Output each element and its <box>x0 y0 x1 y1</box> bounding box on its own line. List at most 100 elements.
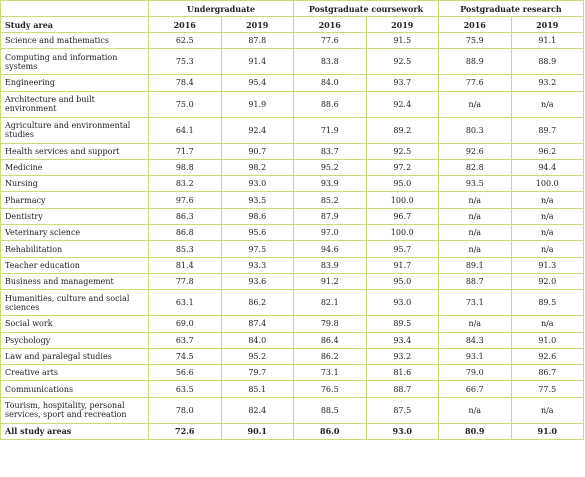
cell-value: 79.0 <box>438 364 512 382</box>
cell-value: 84.0 <box>220 331 294 349</box>
cell-value: n/a <box>510 224 584 242</box>
cell-value: n/a <box>438 224 512 242</box>
cell-value: 93.2 <box>365 347 439 366</box>
cell-value: 86.7 <box>510 364 584 382</box>
cell-value: 100.0 <box>365 224 439 242</box>
row-label: Architecture and built environment <box>0 90 149 118</box>
cell-value: 86.4 <box>293 331 367 349</box>
cell-value: 87.4 <box>220 315 294 333</box>
cell-value: 83.2 <box>148 175 222 193</box>
cell-value: 82.4 <box>220 396 294 424</box>
cell-value: 85.2 <box>293 191 367 209</box>
row-label: Rehabilitation <box>0 240 149 258</box>
table-row: Health services and support 71.7 90.7 83.7 9… <box>0 142 584 160</box>
cell-value: 76.5 <box>293 380 367 398</box>
cell-value: 72.6 <box>148 422 222 441</box>
cell-value: 94.4 <box>510 158 584 177</box>
cell-value: 95.6 <box>220 224 294 242</box>
column-header: 2019 <box>365 16 439 33</box>
table-row: Architecture and built environment 75.0 91… <box>0 90 584 118</box>
cell-value: 93.5 <box>438 175 512 193</box>
table-row: Communications 63.5 85.1 76.5 88.7 66.7 77.5 <box>0 380 584 398</box>
column-header: 2019 <box>220 16 294 33</box>
cell-value: 91.7 <box>365 256 439 274</box>
cell-value: n/a <box>510 396 584 424</box>
row-label: All study areas <box>0 422 149 441</box>
cell-value: 91.4 <box>220 48 294 76</box>
cell-value: 75.9 <box>438 31 512 50</box>
cell-value: 90.7 <box>220 142 294 160</box>
table-row: Rehabilitation 85.3 97.5 94.6 95.7 n/a n/a <box>0 240 584 258</box>
cell-value: 84.0 <box>293 74 367 92</box>
cell-value: n/a <box>510 315 584 333</box>
cell-value: 89.2 <box>365 116 439 144</box>
cell-value: 95.7 <box>365 240 439 258</box>
cell-value: 85.3 <box>148 240 222 258</box>
table-row: Social work 69.0 87.4 79.8 89.5 n/a n/a <box>0 315 584 333</box>
cell-value: 94.6 <box>293 240 367 258</box>
group-header: Postgraduate coursework <box>293 0 439 17</box>
cell-value: 98.8 <box>148 158 222 177</box>
table-row: Pharmacy 97.6 93.5 85.2 100.0 n/a n/a <box>0 191 584 209</box>
cell-value: n/a <box>438 240 512 258</box>
cell-value: 88.7 <box>438 272 512 291</box>
cell-value: 73.1 <box>293 364 367 382</box>
table-row: Science and mathematics 62.5 87.8 77.6 91.5 7… <box>0 31 584 50</box>
row-label: Health services and support <box>0 142 149 160</box>
cell-value: 88.6 <box>293 90 367 118</box>
column-header: Study area <box>0 16 149 33</box>
column-header-row: Study area 2016 2019 2016 2019 2016 2019 <box>0 16 584 33</box>
cell-value: 92.5 <box>365 142 439 160</box>
row-label: Veterinary science <box>0 224 149 242</box>
cell-value: 97.2 <box>365 158 439 177</box>
cell-value: 91.5 <box>365 31 439 50</box>
row-label: Humanities, culture and social sciences <box>0 289 149 317</box>
cell-value: 77.5 <box>510 380 584 398</box>
cell-value: 83.7 <box>293 142 367 160</box>
data-table: Undergraduate Postgraduate coursework Po… <box>0 0 584 441</box>
cell-value: 97.5 <box>220 240 294 258</box>
cell-value: 91.2 <box>293 272 367 291</box>
cell-value: 80.9 <box>438 422 512 441</box>
table-row: Agriculture and environmental studies 64.… <box>0 116 584 144</box>
row-label: Agriculture and environmental studies <box>0 116 149 144</box>
cell-value: 89.1 <box>438 256 512 274</box>
cell-value: 98.2 <box>220 158 294 177</box>
table-row: Teacher education 81.4 93.3 83.9 91.7 89.1 91.… <box>0 256 584 274</box>
table-row: Creative arts 56.6 79.7 73.1 81.6 79.0 86.7 <box>0 364 584 382</box>
cell-value: 93.1 <box>438 347 512 366</box>
cell-value: 75.0 <box>148 90 222 118</box>
table-row: Tourism, hospitality, personal services,… <box>0 396 584 424</box>
cell-value: 63.5 <box>148 380 222 398</box>
cell-value: 82.1 <box>293 289 367 317</box>
cell-value: n/a <box>438 207 512 226</box>
row-label: Law and paralegal studies <box>0 347 149 366</box>
cell-value: 92.5 <box>365 48 439 76</box>
cell-value: 88.9 <box>510 48 584 76</box>
cell-value: 86.2 <box>293 347 367 366</box>
cell-value: 86.8 <box>148 224 222 242</box>
cell-value: 63.7 <box>148 331 222 349</box>
cell-value: 69.0 <box>148 315 222 333</box>
cell-value: 64.1 <box>148 116 222 144</box>
table-row: Nursing 83.2 93.0 93.9 95.0 93.5 100.0 <box>0 175 584 193</box>
table-row: Business and management 77.8 93.6 91.2 95.0 8… <box>0 272 584 291</box>
row-label: Engineering <box>0 74 149 92</box>
row-label: Creative arts <box>0 364 149 382</box>
cell-value: 83.8 <box>293 48 367 76</box>
cell-value: 88.7 <box>365 380 439 398</box>
cell-value: 62.5 <box>148 31 222 50</box>
cell-value: 83.9 <box>293 256 367 274</box>
cell-value: 98.6 <box>220 207 294 226</box>
cell-value: 93.5 <box>220 191 294 209</box>
row-label: Dentistry <box>0 207 149 226</box>
cell-value: 89.5 <box>510 289 584 317</box>
cell-value: 100.0 <box>365 191 439 209</box>
empty-cell <box>0 0 149 17</box>
cell-value: 88.5 <box>293 396 367 424</box>
cell-value: 92.0 <box>510 272 584 291</box>
cell-value: 92.4 <box>220 116 294 144</box>
cell-value: 97.6 <box>148 191 222 209</box>
cell-value: 91.3 <box>510 256 584 274</box>
